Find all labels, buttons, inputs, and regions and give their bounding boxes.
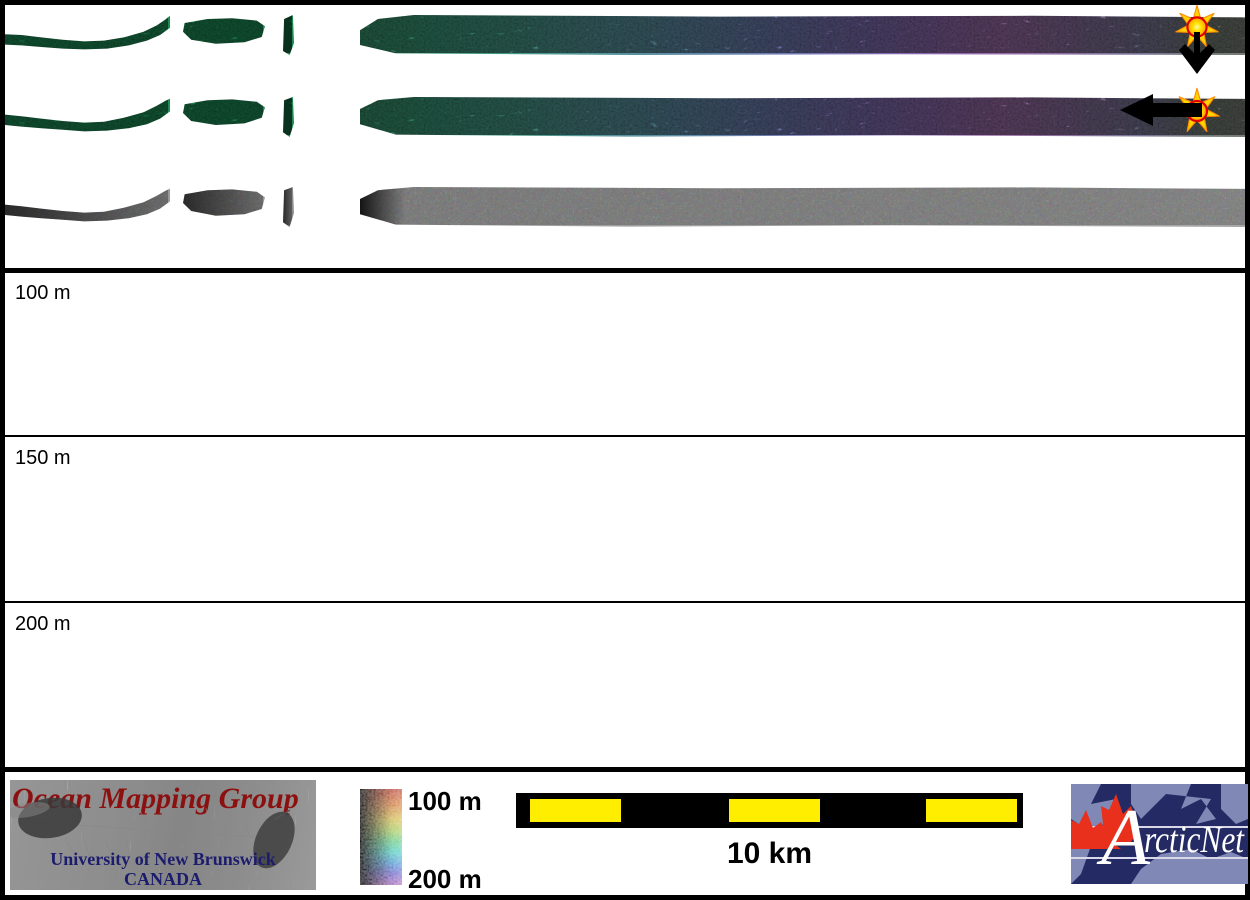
svg-text:rcticNet: rcticNet bbox=[1144, 819, 1245, 861]
svg-text:A: A bbox=[1096, 794, 1151, 882]
